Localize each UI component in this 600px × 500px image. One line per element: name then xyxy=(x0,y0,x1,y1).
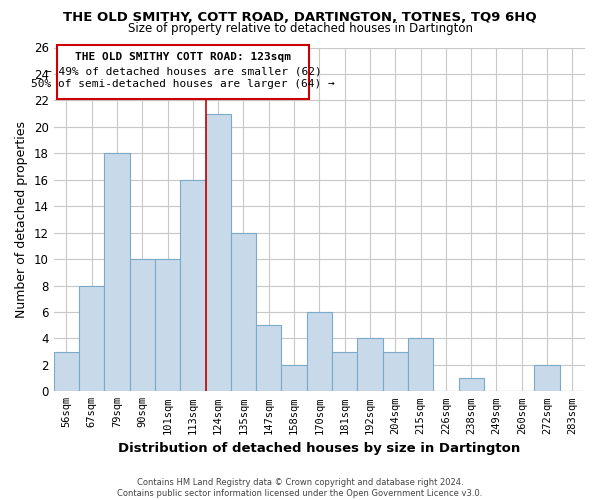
Text: THE OLD SMITHY, COTT ROAD, DARTINGTON, TOTNES, TQ9 6HQ: THE OLD SMITHY, COTT ROAD, DARTINGTON, T… xyxy=(63,11,537,24)
Text: THE OLD SMITHY COTT ROAD: 123sqm: THE OLD SMITHY COTT ROAD: 123sqm xyxy=(75,52,291,62)
Bar xyxy=(180,180,206,392)
Bar xyxy=(535,365,560,392)
Bar xyxy=(307,312,332,392)
X-axis label: Distribution of detached houses by size in Dartington: Distribution of detached houses by size … xyxy=(118,442,520,455)
Bar xyxy=(206,114,231,392)
Bar xyxy=(256,325,281,392)
Text: 50% of semi-detached houses are larger (64) →: 50% of semi-detached houses are larger (… xyxy=(31,78,335,88)
Bar xyxy=(54,352,79,392)
Text: Contains HM Land Registry data © Crown copyright and database right 2024.
Contai: Contains HM Land Registry data © Crown c… xyxy=(118,478,482,498)
Bar xyxy=(358,338,383,392)
Text: ← 49% of detached houses are smaller (62): ← 49% of detached houses are smaller (62… xyxy=(44,66,322,76)
Text: Size of property relative to detached houses in Dartington: Size of property relative to detached ho… xyxy=(128,22,473,35)
Bar xyxy=(57,45,309,99)
Y-axis label: Number of detached properties: Number of detached properties xyxy=(16,121,28,318)
Bar xyxy=(408,338,433,392)
Bar xyxy=(383,352,408,392)
Bar xyxy=(231,232,256,392)
Bar xyxy=(281,365,307,392)
Bar xyxy=(332,352,358,392)
Bar xyxy=(155,259,180,392)
Bar xyxy=(79,286,104,392)
Bar xyxy=(130,259,155,392)
Bar xyxy=(458,378,484,392)
Bar xyxy=(104,154,130,392)
